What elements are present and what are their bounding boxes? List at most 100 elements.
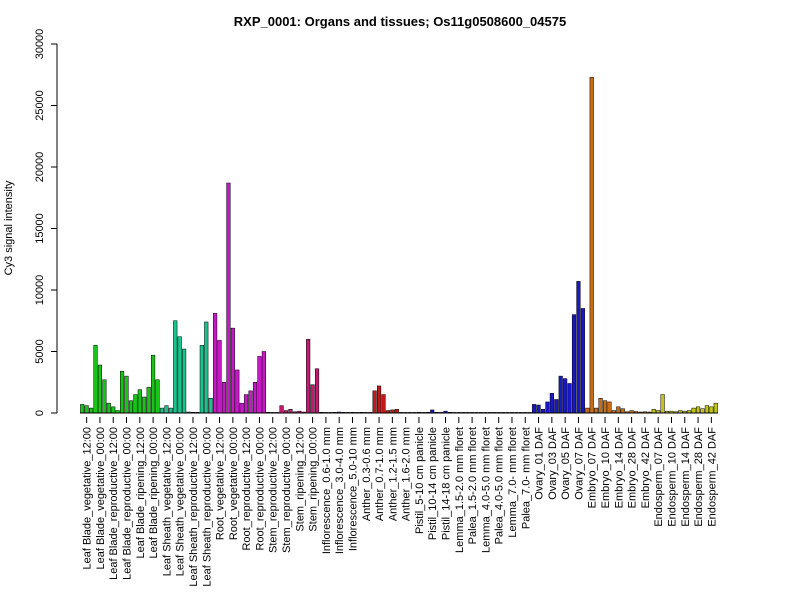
bar xyxy=(696,406,701,414)
y-tick-label: 30000 xyxy=(34,29,46,60)
x-tick-label: Anther_1.2-1.5 mm xyxy=(387,427,399,521)
x-tick-label: Pistil_14-18 cm panicle xyxy=(441,427,453,540)
bar xyxy=(155,379,160,414)
bar xyxy=(310,384,315,414)
y-tick-label: 5000 xyxy=(34,339,46,363)
bar xyxy=(252,382,258,414)
y-tick-label: 20000 xyxy=(34,152,46,183)
bar xyxy=(585,407,590,414)
bar xyxy=(704,405,709,414)
bar xyxy=(248,390,253,414)
bar xyxy=(279,405,284,414)
x-tick-label: Leaf Blade_reproductive_12:00 xyxy=(108,427,120,580)
x-tick-label: Leaf Blade_reproductive_00:00 xyxy=(122,427,134,580)
x-tick-label: Stem_reproductive_00:00 xyxy=(281,427,293,553)
bar xyxy=(607,401,612,414)
x-axis: Leaf Blade_vegetative_12:00 Leaf Blade_ve… xyxy=(80,412,718,587)
bar xyxy=(288,409,293,414)
bar xyxy=(558,375,563,414)
x-tick-label: Leaf Sheath_vegetative_00:00 xyxy=(175,427,187,576)
x-tick-label: Embryo_28 DAF xyxy=(627,427,639,509)
x-tick-label: Lemma_4.0-5.0 mm floret xyxy=(480,427,492,553)
x-tick-label: Palea_4.0-5.0 mm floret xyxy=(494,427,506,544)
x-tick-label: Leaf Sheath_vegetative_12:00 xyxy=(161,427,173,576)
bar xyxy=(133,394,138,414)
x-tick-label: Embryo_10 DAF xyxy=(600,427,612,509)
bar-series xyxy=(80,76,718,414)
bar xyxy=(226,182,231,414)
bar xyxy=(257,356,262,414)
x-tick-label: Ovary_03 DAF xyxy=(547,427,559,500)
x-tick-label: Endosperm_28 DAF xyxy=(693,427,705,527)
x-tick-label: Anther_0.7-1.0 mm xyxy=(374,427,386,521)
bar xyxy=(217,340,222,414)
bar xyxy=(576,281,581,414)
bar xyxy=(554,399,559,414)
bar xyxy=(89,407,94,414)
bar xyxy=(120,370,125,414)
bar xyxy=(124,375,129,414)
y-tick-label: 0 xyxy=(34,410,46,416)
x-tick-label: Ovary_07 DAF xyxy=(573,427,585,500)
bar xyxy=(199,345,204,414)
x-tick-label: Endosperm_42 DAF xyxy=(706,427,718,527)
bar xyxy=(235,369,240,414)
bar xyxy=(567,383,572,414)
bar xyxy=(536,404,541,414)
y-axis: 0 5000 10000 15000 20000 25000 30000 xyxy=(34,29,58,416)
bar xyxy=(244,394,249,414)
x-tick-label: Root_reproductive_12:00 xyxy=(241,427,253,551)
x-tick-label: Inflorescence_5.0-10 mm xyxy=(347,427,359,551)
y-tick-label: 15000 xyxy=(34,213,46,244)
y-axis-label: Cy3 signal intensity xyxy=(3,180,15,275)
bar xyxy=(151,354,156,414)
bar xyxy=(261,351,266,414)
bar xyxy=(381,394,386,414)
x-tick-label: Leaf Blade_ripening_00:00 xyxy=(148,427,160,559)
bar xyxy=(589,76,594,414)
bar xyxy=(221,382,227,414)
y-tick-label: 10000 xyxy=(34,275,46,306)
bar xyxy=(102,379,107,414)
x-tick-label: Embryo_42 DAF xyxy=(640,427,652,509)
x-tick-label: Pistil_10-14 cm panicle xyxy=(427,427,439,540)
x-tick-label: Lemma_1.5-2.0 mm floret xyxy=(454,427,466,553)
bar xyxy=(239,402,244,414)
x-tick-label: Stem_ripening_00:00 xyxy=(308,427,320,532)
bar xyxy=(146,386,151,414)
x-tick-label: Endosperm_10 DAF xyxy=(666,427,678,527)
bar xyxy=(571,314,577,414)
bar xyxy=(173,320,178,414)
x-tick-label: Endosperm_07 DAF xyxy=(653,427,665,527)
x-tick-label: Root_reproductive_00:00 xyxy=(254,427,266,551)
bar xyxy=(213,313,218,414)
bar xyxy=(660,394,665,414)
bar xyxy=(709,406,714,414)
x-tick-label: Leaf Sheath_reproductive_12:00 xyxy=(188,427,200,587)
bar xyxy=(159,407,165,414)
bar xyxy=(80,404,85,414)
bar xyxy=(182,348,187,414)
x-tick-label: Stem_reproductive_12:00 xyxy=(268,427,280,553)
bar xyxy=(532,404,537,414)
bar xyxy=(377,385,382,414)
bar xyxy=(93,345,98,414)
x-tick-label: Root_vegetative_00:00 xyxy=(228,427,240,540)
y-tick-label: 25000 xyxy=(34,90,46,121)
bar xyxy=(208,397,213,414)
x-tick-label: Palea_1.5-2.0 mm floret xyxy=(467,427,479,544)
bar xyxy=(616,406,621,414)
x-tick-label: Pistil_5-10 cm panicle xyxy=(414,427,426,534)
bar xyxy=(580,308,585,414)
chart-title: RXP_0001: Organs and tissues; Os11g05086… xyxy=(234,14,566,29)
x-tick-label: Embryo_07 DAF xyxy=(587,427,599,509)
bar xyxy=(84,405,89,414)
x-tick-label: Palea_7.0- mm floret xyxy=(520,427,532,529)
bar xyxy=(563,378,568,414)
bar xyxy=(594,407,599,414)
bar xyxy=(137,389,142,414)
x-tick-label: Embryo_14 DAF xyxy=(613,427,625,509)
x-tick-label: Root_vegetative_12:00 xyxy=(215,427,227,540)
